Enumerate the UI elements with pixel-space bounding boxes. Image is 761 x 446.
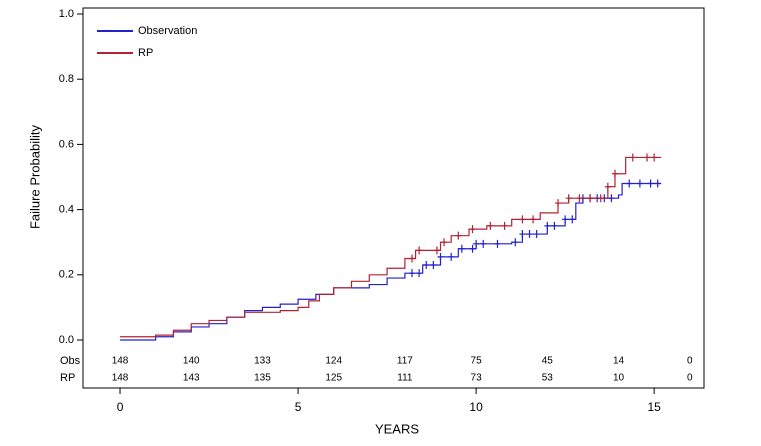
y-tick-label: 1.0 bbox=[59, 8, 74, 20]
y-tick-label: 0.4 bbox=[59, 204, 74, 216]
at-risk-count: 135 bbox=[254, 373, 271, 384]
censor-mark bbox=[430, 261, 437, 270]
y-axis-label: Failure Probability bbox=[27, 124, 42, 229]
censor-mark bbox=[526, 230, 533, 239]
at-risk-count: 148 bbox=[112, 373, 129, 384]
censor-mark bbox=[455, 231, 462, 240]
censor-mark bbox=[409, 269, 416, 278]
censor-mark bbox=[441, 238, 448, 247]
at-risk-count: 140 bbox=[183, 356, 200, 367]
censor-mark bbox=[416, 246, 423, 255]
x-axis-label: YEARS bbox=[375, 421, 419, 436]
censor-mark bbox=[644, 153, 651, 162]
censor-mark bbox=[519, 215, 526, 224]
x-tick-label: 15 bbox=[647, 400, 661, 414]
y-tick-label: 0.2 bbox=[59, 269, 74, 281]
censor-mark bbox=[494, 239, 501, 248]
censor-mark bbox=[423, 261, 430, 270]
censor-mark bbox=[469, 244, 476, 253]
at-risk-count: 133 bbox=[254, 356, 271, 367]
censor-mark bbox=[530, 215, 537, 224]
censor-mark bbox=[555, 199, 562, 208]
at-risk-count: 14 bbox=[613, 356, 625, 367]
censor-mark bbox=[469, 225, 476, 234]
y-tick-label: 0.8 bbox=[59, 73, 74, 85]
censor-mark bbox=[458, 244, 465, 253]
at-risk-count: 111 bbox=[397, 373, 413, 384]
at-risk-count: 124 bbox=[325, 356, 342, 367]
censor-mark bbox=[647, 179, 654, 188]
censor-mark bbox=[544, 221, 551, 230]
at-risk-count: 0 bbox=[687, 356, 693, 367]
legend-label: RP bbox=[138, 47, 153, 59]
censor-mark bbox=[409, 254, 416, 263]
x-tick-label: 5 bbox=[295, 400, 302, 414]
survival-curve bbox=[120, 182, 662, 341]
censor-mark bbox=[597, 194, 604, 203]
censor-mark bbox=[487, 221, 494, 230]
censor-mark bbox=[433, 246, 440, 255]
at-risk-count: 0 bbox=[687, 373, 693, 384]
censor-mark bbox=[448, 252, 455, 261]
censor-mark bbox=[565, 194, 572, 203]
at-risk-count: 10 bbox=[613, 373, 625, 384]
at-risk-count: 148 bbox=[112, 356, 129, 367]
at-risk-count: 45 bbox=[542, 356, 554, 367]
plot-frame bbox=[82, 7, 705, 389]
censor-mark bbox=[437, 252, 444, 261]
censor-mark bbox=[519, 230, 526, 239]
censor-mark bbox=[611, 169, 618, 178]
censor-mark bbox=[629, 153, 636, 162]
censor-mark bbox=[587, 194, 594, 203]
censor-mark bbox=[576, 194, 583, 203]
survival-curve bbox=[120, 156, 662, 338]
at-risk-row-label: Obs bbox=[60, 355, 81, 367]
censor-mark bbox=[416, 269, 423, 278]
censor-mark bbox=[533, 230, 540, 239]
censor-mark bbox=[551, 221, 558, 230]
at-risk-count: 125 bbox=[325, 373, 342, 384]
censor-mark bbox=[636, 179, 643, 188]
y-tick-label: 0.6 bbox=[59, 138, 74, 150]
censor-mark bbox=[473, 239, 480, 248]
y-tick-label: 0.0 bbox=[59, 334, 74, 346]
at-risk-count: 73 bbox=[471, 373, 483, 384]
censor-mark bbox=[512, 238, 519, 247]
censor-mark bbox=[562, 215, 569, 224]
x-tick-label: 0 bbox=[117, 400, 124, 414]
at-risk-row-label: RP bbox=[60, 372, 75, 384]
at-risk-count: 53 bbox=[542, 373, 554, 384]
at-risk-count: 75 bbox=[471, 356, 483, 367]
censor-mark bbox=[480, 239, 487, 248]
censor-mark bbox=[608, 194, 615, 203]
at-risk-count: 143 bbox=[183, 373, 200, 384]
censor-mark bbox=[651, 153, 658, 162]
x-tick-label: 10 bbox=[469, 400, 483, 414]
legend-label: Observation bbox=[138, 25, 197, 37]
at-risk-count: 117 bbox=[397, 356, 413, 367]
censor-mark bbox=[654, 179, 661, 188]
censor-mark bbox=[604, 182, 611, 191]
censor-mark bbox=[501, 221, 508, 230]
censor-mark bbox=[569, 215, 576, 224]
censor-mark bbox=[626, 179, 633, 188]
